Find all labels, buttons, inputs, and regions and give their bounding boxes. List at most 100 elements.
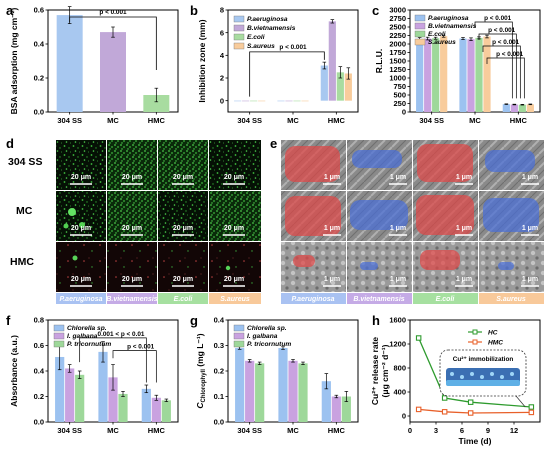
scale-bar-label: 1 μm [324,225,340,232]
bar [320,65,328,101]
significance-bracket [249,51,325,97]
y-tick-label: 500 [393,91,406,100]
legend-swatch [233,42,245,50]
species-strip-bg [413,293,478,304]
y-tick-label: 1250 [389,65,406,74]
legend-swatch [53,332,65,340]
significance-bracket [79,337,147,383]
micro-image [56,242,106,292]
legend-swatch [233,33,245,41]
significance-label: p < 0.001 [127,344,155,351]
hmc-point [528,409,535,416]
bacteria-overlay [483,198,539,232]
bacteria-overlay [417,144,473,182]
x-tick-label: MC [287,426,299,435]
bar [518,104,526,112]
micro-image [158,191,208,241]
bar [459,38,467,113]
micro-image [158,242,208,292]
y-tick-label: 1000 [389,74,406,83]
legend-entry: Chlorella sp. [67,325,107,332]
legend-entry: E.coli [428,31,446,38]
bar [467,39,475,112]
y-tick-label: 0.2 [214,367,224,376]
bacteria-overlay [285,146,340,182]
bar [277,100,285,102]
bar [55,356,65,422]
legend-entry: I. galbana [67,333,98,340]
significance-bracket [486,57,525,99]
y-tick-label: 1750 [389,48,406,57]
panel-label-h: h [372,313,380,328]
species-strip-bg [281,293,346,304]
scale-bar-label: 1 μm [522,276,538,283]
hmc-point [441,409,448,415]
bacteria-overlay [485,150,535,172]
bar [298,363,308,422]
y-tick-label: 0.4 [34,40,45,49]
bacteria-overlay [285,196,341,236]
x-tick-label: MC [287,116,299,125]
legend-entry: B.vietnamensis [247,25,296,32]
scale-bar-label: 20 μm [71,174,91,181]
hc-point [441,395,448,401]
x-tick-label: HMC [148,116,166,125]
x-tick-label: 304 SS [419,116,444,125]
legend-swatch [414,38,426,46]
legend-swatch [233,324,245,332]
x-tick-label: 6 [460,426,464,435]
legend-swatch [414,30,426,38]
y-axis-label: Cu²⁺ release rate [370,337,380,406]
y-tick-label: 750 [393,82,406,91]
y-tick-label: 1600 [389,316,406,325]
bar [285,100,293,102]
legend-marker [472,339,478,345]
scale-bar-label: 1 μm [456,174,472,181]
bar [245,360,255,422]
micro-image [107,191,157,241]
micro-image [56,140,106,190]
bar [288,360,298,422]
significance-label: p < 0.001 [99,9,127,16]
y-tick-label: 1200 [389,340,406,349]
panel-label-g: g [190,313,198,328]
bar [432,38,440,112]
micro-blob [68,208,76,216]
bacteria-overlay [498,262,514,270]
significance-bracket [112,350,157,383]
y-tick-label: 2500 [389,23,406,32]
bacteria-overlay [360,262,378,270]
y-tick-label: 2750 [389,14,406,23]
panel-label-f: f [6,313,11,328]
hmc-line [418,408,532,414]
species-strip-bg [107,293,157,304]
bacteria-overlay [416,195,474,235]
hmc-point [467,410,474,416]
scale-bar-label: 1 μm [390,276,406,283]
significance-label: p < 0.001 [279,44,307,51]
bar [416,38,424,112]
chart-c: 0250500750100012501500175020002250250027… [374,6,541,125]
bar [258,100,266,102]
y-axis-label-unit: (μg cm⁻² d⁻¹) [380,344,390,397]
legend-entry: P.aeruginosa [428,15,469,22]
hc-line [418,337,532,408]
bar [242,100,250,102]
significance-bracket [69,16,157,70]
legend-entry: E.coli [247,34,265,41]
micro-image [158,140,208,190]
inset-label: Cu²⁺ immobilization [453,356,514,363]
chart-g: 0.0 0.1 0.2 0.3 0.4 304 SS MC HMC Chlorella sp.I… [195,316,359,435]
bar [65,368,75,422]
y-tick-label: 800 [393,364,406,373]
scale-bar-label: 20 μm [224,276,244,283]
scale-bar-label: 20 μm [122,174,142,181]
x-tick-label: 304 SS [237,426,262,435]
micro-blob [72,255,78,261]
inset-particle [480,375,484,379]
y-tick-label: 0.0 [34,108,44,117]
x-tick-label: MC [107,116,119,125]
y-tick-label: 1500 [389,57,406,66]
species-strip-bg [158,293,208,304]
micro-blob [63,223,69,229]
